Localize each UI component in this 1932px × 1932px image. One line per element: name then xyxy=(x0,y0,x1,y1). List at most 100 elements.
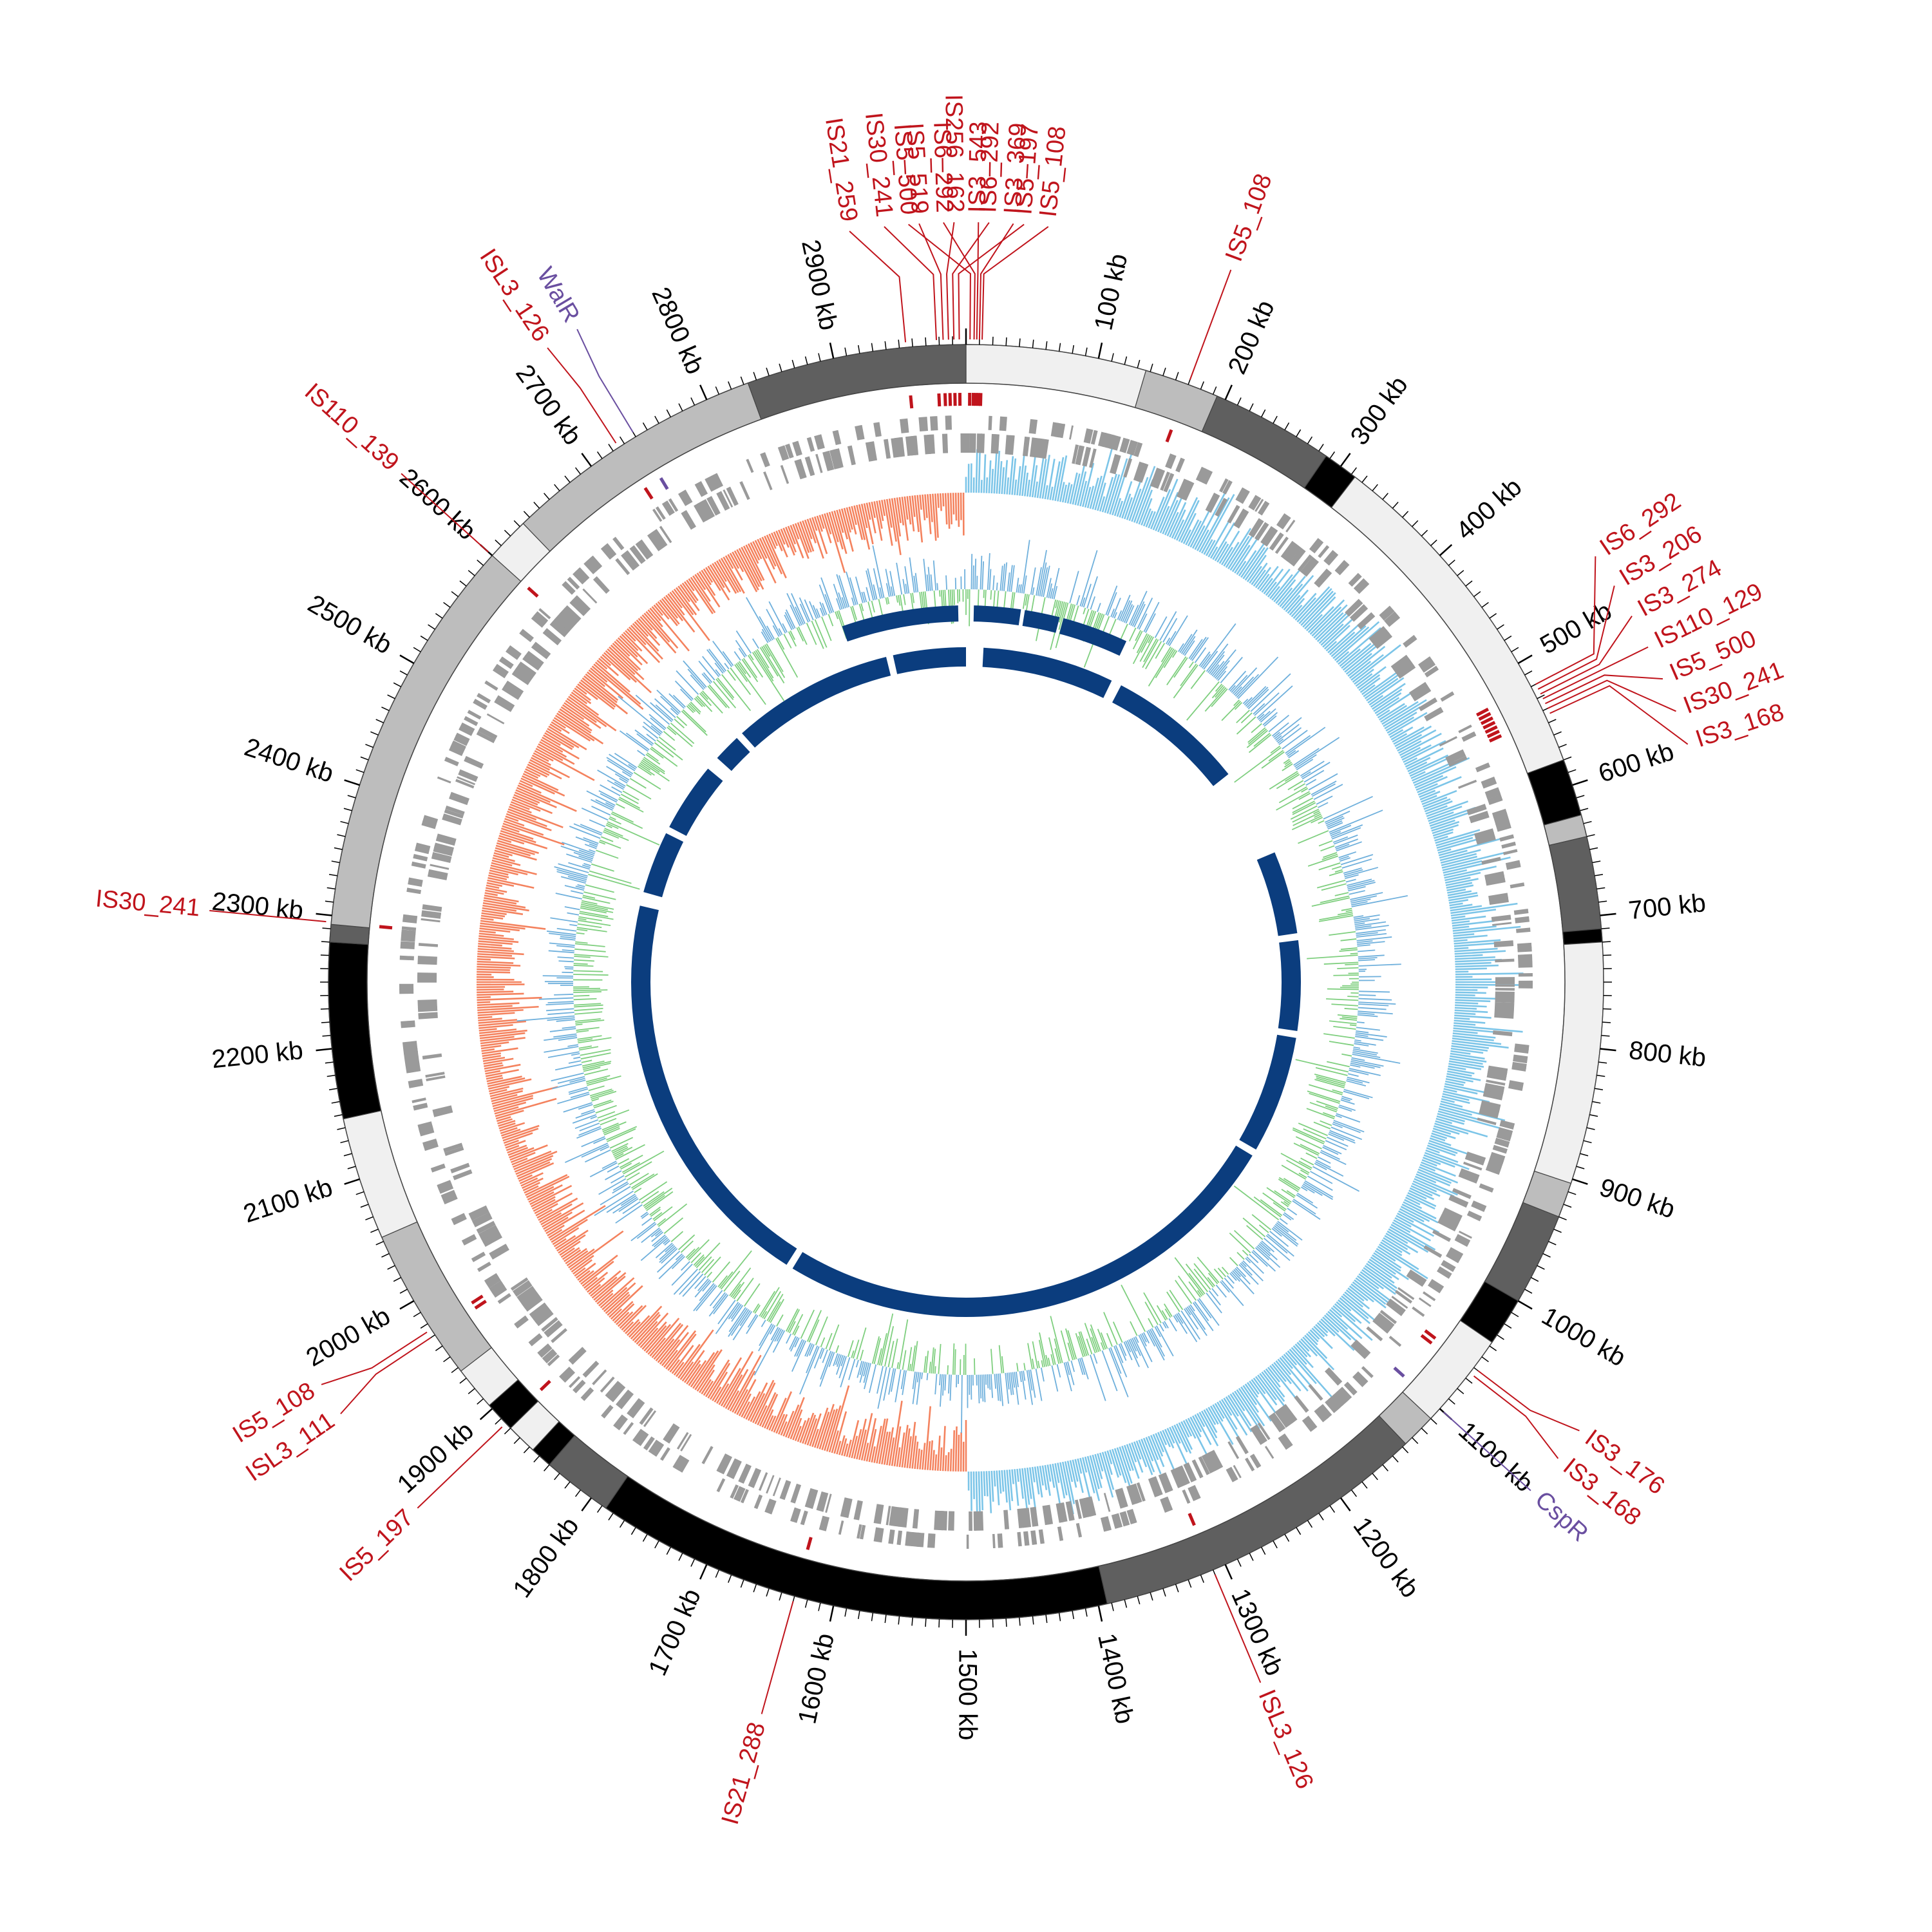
gc-skew-bar xyxy=(1069,1460,1077,1488)
gc-content-bar xyxy=(855,576,864,603)
gc-skew-bar xyxy=(1283,574,1314,611)
gc-content-bar xyxy=(1273,1226,1298,1247)
gc-skew-bar xyxy=(686,580,695,592)
gene-bar xyxy=(1518,980,1533,989)
gene-bar xyxy=(408,1079,424,1088)
gc-skew-bar xyxy=(641,1321,667,1350)
gc-skew-bar xyxy=(1441,855,1477,866)
gc-skew-bar xyxy=(582,677,629,715)
gc-content-bar xyxy=(1242,698,1249,705)
gc-content-bar xyxy=(1120,600,1131,621)
gc-skew-bar xyxy=(1275,579,1296,604)
gc-content-bar xyxy=(643,1191,665,1207)
gene-bar xyxy=(573,1379,586,1394)
gc-skew-bar xyxy=(1092,1454,1103,1488)
gc-content-bar xyxy=(853,1340,860,1359)
gc-content-bar xyxy=(642,726,659,739)
gc-content-bar xyxy=(1248,734,1272,753)
gene-bar xyxy=(1285,520,1296,533)
minor-tick xyxy=(654,415,659,424)
gc-content-bar xyxy=(971,554,973,590)
minor-tick xyxy=(1260,409,1266,418)
gc-content-bar xyxy=(1179,634,1193,653)
minor-tick xyxy=(420,1323,428,1329)
gc-content-bar xyxy=(704,1256,721,1276)
gc-skew-bar xyxy=(505,1140,526,1149)
gc-content-bar xyxy=(877,1348,882,1365)
minor-tick xyxy=(1058,343,1061,352)
gc-skew-bar xyxy=(686,1363,701,1385)
gene-bar xyxy=(790,1483,802,1504)
gc-content-bar xyxy=(1329,810,1383,833)
gc-skew-bar xyxy=(1338,1299,1352,1312)
gene-bar xyxy=(1403,634,1417,648)
gc-skew-bar xyxy=(1064,482,1070,504)
gc-content-bar xyxy=(702,690,723,714)
gc-content-bar xyxy=(694,697,703,707)
gc-skew-bar xyxy=(988,460,992,493)
gene-bar xyxy=(422,815,439,826)
gc-skew-bar xyxy=(785,526,797,553)
gc-content-bar xyxy=(618,798,644,813)
label-leader xyxy=(1473,1375,1559,1459)
label-leader xyxy=(761,1600,794,1714)
gene-bar xyxy=(1115,1488,1128,1509)
label-leader xyxy=(907,223,971,340)
minor-tick xyxy=(334,847,343,850)
gc-skew-bar xyxy=(1135,479,1154,524)
gene-bar xyxy=(583,560,598,574)
gc-skew-bar xyxy=(919,495,922,510)
gene-bar xyxy=(969,433,976,453)
gc-content-bar xyxy=(768,601,786,634)
gc-content-bar xyxy=(671,1256,685,1269)
gc-content-bar xyxy=(891,1368,896,1392)
gc-content-bar xyxy=(835,611,838,620)
gc-content-bar xyxy=(563,1102,592,1113)
gc-skew-bar xyxy=(745,544,765,581)
gc-skew-bar xyxy=(1447,1068,1475,1075)
gene-bar xyxy=(559,607,580,627)
minor-tick xyxy=(340,1140,349,1144)
gc-skew-bar xyxy=(490,864,528,876)
gene-bar xyxy=(1175,457,1185,473)
is-element-label: IS256_162 xyxy=(940,94,969,213)
gc-skew-bar xyxy=(729,1354,762,1412)
gc-skew-bar xyxy=(478,1019,518,1024)
minor-tick xyxy=(564,1481,571,1489)
gc-skew-bar xyxy=(1332,1305,1373,1341)
gc-content-bar xyxy=(916,1372,920,1383)
gc-skew-bar xyxy=(1398,1210,1439,1233)
gc-skew-bar xyxy=(1133,466,1156,523)
gc-content-bar xyxy=(927,567,931,591)
gc-skew-bar xyxy=(1238,550,1257,576)
gc-content-bar xyxy=(571,1053,580,1056)
gc-content-bar xyxy=(1329,1130,1355,1142)
gc-content-bar xyxy=(926,574,929,591)
gc-content-bar xyxy=(583,863,591,867)
gene-bar xyxy=(1028,419,1038,434)
gc-content-bar xyxy=(806,1310,822,1342)
gc-content-bar xyxy=(1188,661,1194,668)
gc-skew-bar xyxy=(916,495,923,543)
gc-content-bar xyxy=(766,643,784,672)
gc-skew-bar xyxy=(1159,491,1179,534)
gc-content-bar xyxy=(581,1109,595,1115)
gc-content-bar xyxy=(1136,633,1148,654)
gc-skew-bar xyxy=(484,892,498,896)
gc-content-bar xyxy=(1144,613,1156,633)
gc-skew-bar xyxy=(1157,506,1170,533)
gc-skew-bar xyxy=(578,1270,594,1283)
gc-skew-bar xyxy=(1441,851,1506,869)
gene-bar xyxy=(1464,1151,1486,1166)
gc-skew-bar xyxy=(665,1330,697,1370)
gc-content-bar xyxy=(1251,723,1262,734)
gc-skew-bar xyxy=(542,1202,584,1228)
gc-skew-bar xyxy=(790,1409,803,1439)
gc-skew-bar xyxy=(1454,1012,1476,1016)
gc-content-bar xyxy=(782,623,788,633)
gc-content-bar xyxy=(1325,1140,1347,1151)
gc-skew-bar xyxy=(560,706,590,727)
is-element-label: IS30_241 xyxy=(95,885,202,922)
gc-skew-bar xyxy=(747,543,759,564)
gc-skew-bar xyxy=(1189,1416,1202,1437)
